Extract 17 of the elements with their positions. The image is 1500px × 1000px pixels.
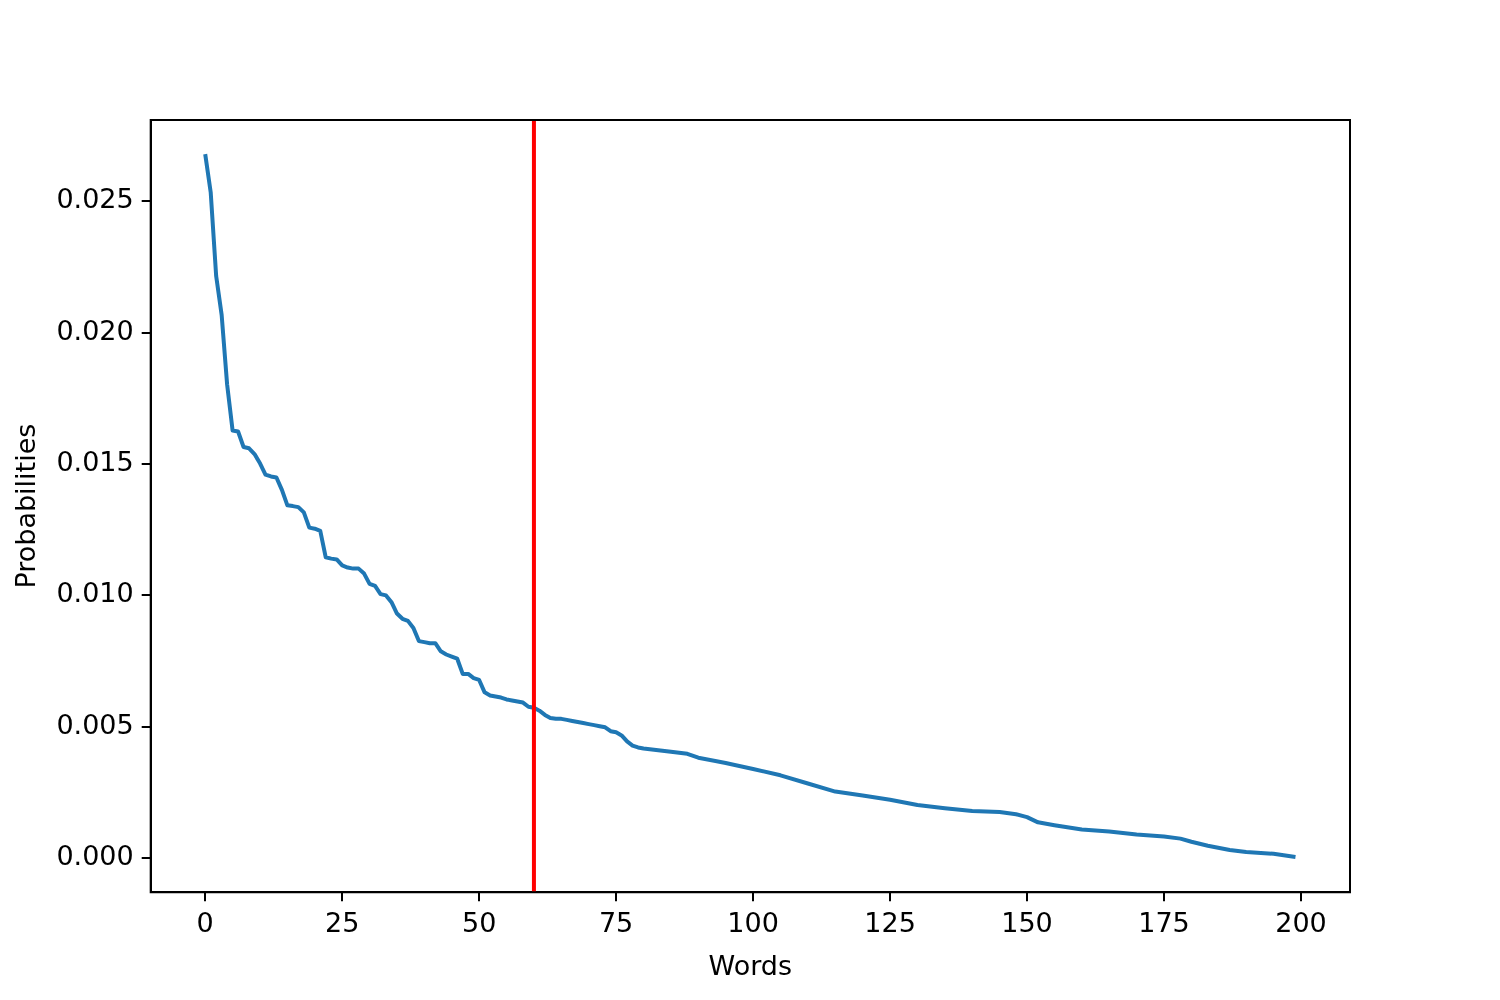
y-tick-label: 0.020 [56,314,134,346]
y-tick-label: 0.000 [56,840,134,872]
x-tick-label: 0 [196,907,214,939]
y-axis-title: Probabilities [10,423,42,589]
y-tick-label: 0.010 [56,577,134,609]
x-tick-label: 200 [1275,907,1327,939]
x-tick-label: 150 [1001,907,1053,939]
x-tick-label: 175 [1138,907,1190,939]
x-tick-label: 25 [325,907,360,939]
y-tick-label: 0.015 [56,446,134,478]
x-tick-label: 50 [461,907,497,939]
x-axis-title: Words [708,949,793,981]
x-tick-label: 75 [598,907,634,939]
y-tick-label: 0.025 [56,183,134,215]
x-tick-label: 100 [727,907,779,939]
y-tick-label: 0.005 [56,708,134,740]
x-tick-label: 125 [864,907,916,939]
